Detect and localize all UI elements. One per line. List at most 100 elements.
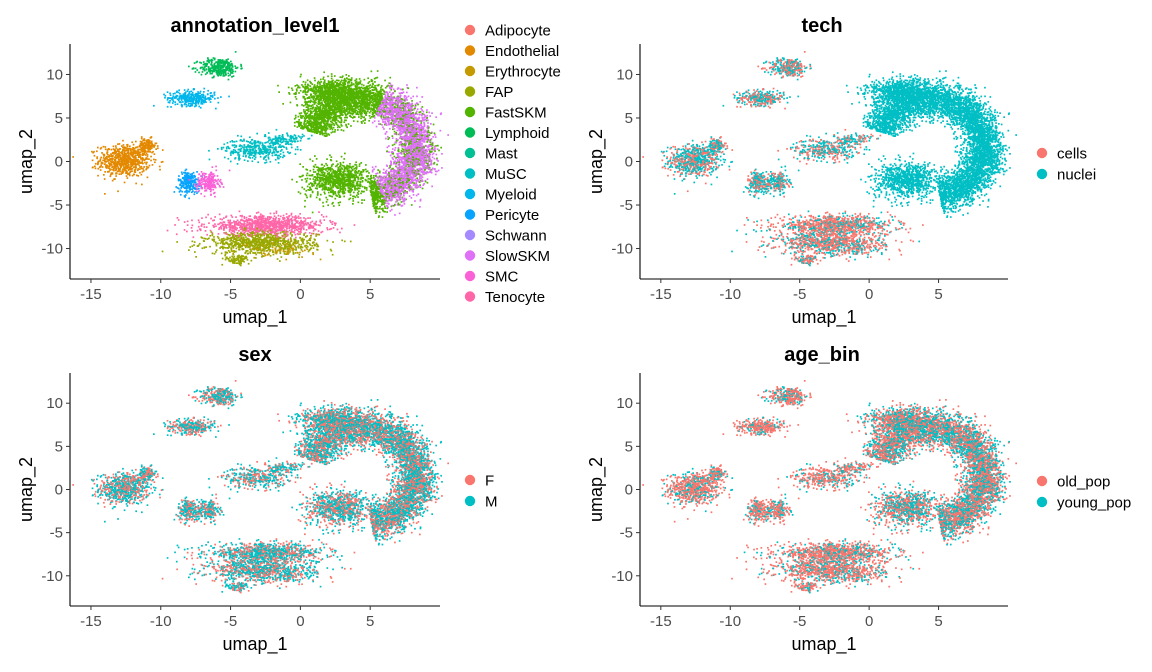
scatter-point <box>243 148 245 150</box>
scatter-point <box>155 143 157 145</box>
scatter-point <box>129 173 131 175</box>
scatter-point <box>255 152 257 154</box>
scatter-point <box>169 93 171 95</box>
scatter-point <box>200 193 202 195</box>
scatter-point <box>203 94 205 96</box>
scatter-point <box>208 98 210 100</box>
scatter-point <box>247 153 249 155</box>
scatter-point <box>209 159 211 161</box>
scatter-point <box>189 191 191 193</box>
scatter-point <box>246 150 248 152</box>
scatter-point <box>280 150 282 152</box>
scatter-point <box>297 146 299 148</box>
scatter-point <box>201 171 203 173</box>
scatter-point <box>146 168 148 170</box>
scatter-point <box>230 65 232 67</box>
scatter-point <box>288 143 290 145</box>
scatter-point <box>213 92 215 94</box>
scatter-point <box>206 185 208 187</box>
scatter-point <box>266 151 268 153</box>
scatter-point <box>199 62 201 64</box>
scatter-point <box>124 148 126 150</box>
scatter-point <box>123 164 125 166</box>
scatter-point <box>234 150 236 152</box>
scatter-point <box>292 137 294 139</box>
scatter-point <box>188 182 190 184</box>
scatter-point <box>123 144 125 146</box>
scatter-point <box>208 70 210 72</box>
scatter-point <box>296 137 298 139</box>
scatter-point <box>235 145 237 147</box>
scatter-point <box>195 93 197 95</box>
scatter-point <box>115 147 117 149</box>
scatter-point <box>137 175 139 177</box>
scatter-point <box>93 151 95 153</box>
scatter-point <box>245 151 247 153</box>
scatter-point <box>137 169 139 171</box>
scatter-point <box>283 140 285 142</box>
scatter-point <box>168 101 170 103</box>
scatter-point <box>256 133 258 135</box>
scatter-point <box>141 174 143 176</box>
scatter-point <box>122 170 124 172</box>
scatter-point <box>131 141 133 143</box>
scatter-point <box>223 147 225 149</box>
scatter-point <box>202 174 204 176</box>
scatter-point <box>185 101 187 103</box>
scatter-point <box>132 161 134 163</box>
scatter-point <box>209 176 211 178</box>
scatter-point <box>253 142 255 144</box>
scatter-point <box>154 145 156 147</box>
scatter-point <box>280 156 282 158</box>
scatter-point <box>277 158 279 160</box>
scatter-point <box>227 58 229 60</box>
scatter-point <box>295 149 297 151</box>
scatter-point <box>270 161 272 163</box>
scatter-point <box>112 152 114 154</box>
scatter-point <box>208 66 210 68</box>
scatter-point <box>131 149 133 151</box>
scatter-point <box>102 166 104 168</box>
scatter-point <box>231 151 233 153</box>
scatter-point <box>112 180 114 182</box>
scatter-point <box>127 162 129 164</box>
scatter-point <box>278 162 280 164</box>
scatter-point <box>215 108 217 110</box>
scatter-point <box>275 149 277 151</box>
scatter-point <box>215 72 217 74</box>
scatter-point <box>182 95 184 97</box>
scatter-point <box>148 158 150 160</box>
scatter-point <box>226 59 228 61</box>
scatter-point <box>165 95 167 97</box>
scatter-point <box>227 73 229 75</box>
scatter-point <box>232 69 234 71</box>
scatter-point <box>143 166 145 168</box>
scatter-point <box>275 146 277 148</box>
scatter-point <box>228 70 230 72</box>
scatter-point <box>187 185 189 187</box>
scatter-point <box>180 187 182 189</box>
scatter-point <box>195 186 197 188</box>
scatter-point <box>157 145 159 147</box>
scatter-point <box>122 140 124 142</box>
scatter-point <box>212 96 214 98</box>
scatter-point <box>142 143 144 145</box>
scatter-point <box>115 175 117 177</box>
scatter-point <box>275 154 277 156</box>
scatter-point <box>279 137 281 139</box>
scatter-point <box>218 64 220 66</box>
scatter-point <box>140 141 142 143</box>
scatter-point <box>205 180 207 182</box>
scatter-point <box>249 154 251 156</box>
scatter-point <box>159 166 161 168</box>
scatter-point <box>280 139 282 141</box>
scatter-point <box>271 140 273 142</box>
scatter-point <box>117 164 119 166</box>
scatter-point <box>103 174 105 176</box>
scatter-point <box>237 163 239 165</box>
scatter-point <box>117 171 119 173</box>
scatter-point <box>198 177 200 179</box>
scatter-point <box>198 106 200 108</box>
scatter-point <box>210 194 212 196</box>
